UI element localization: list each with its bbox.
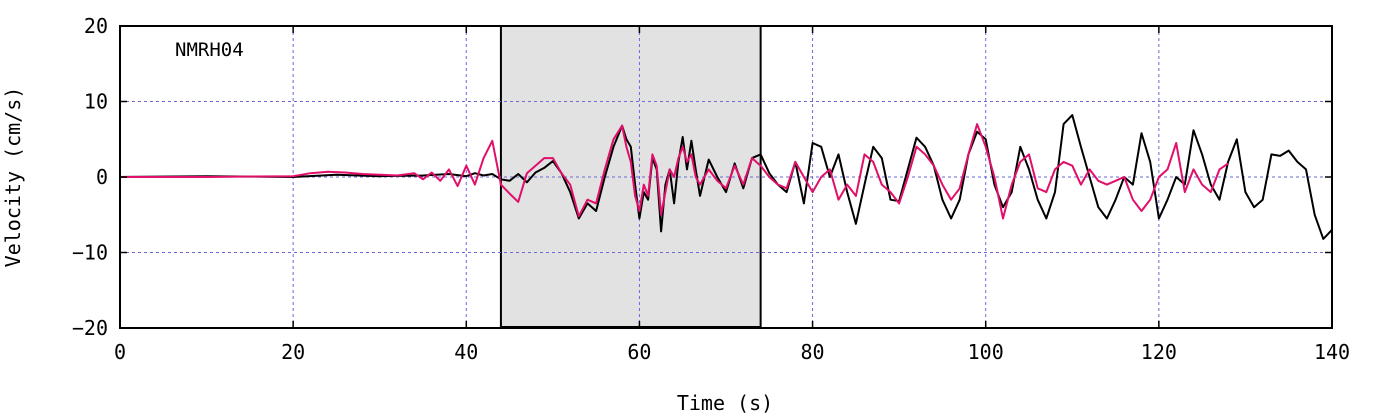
series-group xyxy=(119,114,1333,240)
x-tick-label: 60 xyxy=(627,340,651,364)
y-tick-label: 20 xyxy=(84,14,108,38)
x-tick-label: 80 xyxy=(801,340,825,364)
ticks: 0 20 40 60 80 100 120 140 −20 −10 0 10 20 xyxy=(72,14,1350,364)
y-tick-label: −10 xyxy=(72,241,108,265)
x-tick-label: 0 xyxy=(114,340,126,364)
x-tick-label: 20 xyxy=(281,340,305,364)
x-axis-title: Time (s) xyxy=(677,391,773,415)
x-tick-label: 140 xyxy=(1314,340,1350,364)
y-tick-label: 10 xyxy=(84,90,108,114)
series-line-0 xyxy=(119,114,1333,240)
x-tick-label: 40 xyxy=(454,340,478,364)
x-tick-label: 120 xyxy=(1141,340,1177,364)
x-tick-label: 100 xyxy=(968,340,1004,364)
y-tick-label: 0 xyxy=(96,165,108,189)
y-axis-title: Velocity (cm/s) xyxy=(1,87,25,268)
series-line-1 xyxy=(120,123,1229,220)
y-tick-label: −20 xyxy=(72,316,108,340)
station-label: NMRH04 xyxy=(175,39,244,61)
